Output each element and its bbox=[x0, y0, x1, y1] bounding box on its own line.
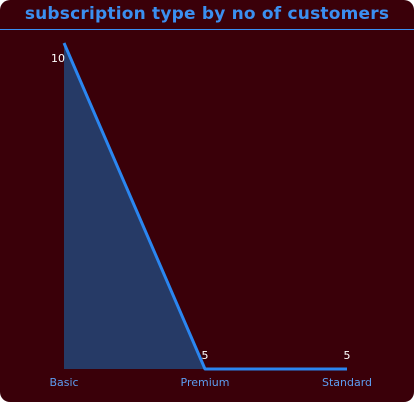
data-label: 5 bbox=[202, 349, 209, 362]
labels-layer: 10 5 5 Basic Premium Standard bbox=[49, 52, 372, 389]
data-label: 5 bbox=[344, 349, 351, 362]
chart-title: subscription type by no of customers bbox=[24, 4, 390, 24]
x-tick-label: Standard bbox=[322, 376, 372, 389]
series-line bbox=[62, 42, 347, 371]
area-fill bbox=[64, 43, 347, 369]
data-label: 10 bbox=[51, 52, 65, 65]
x-tick-label: Premium bbox=[181, 376, 230, 389]
x-tick-label: Basic bbox=[49, 376, 78, 389]
title-divider bbox=[0, 29, 414, 30]
